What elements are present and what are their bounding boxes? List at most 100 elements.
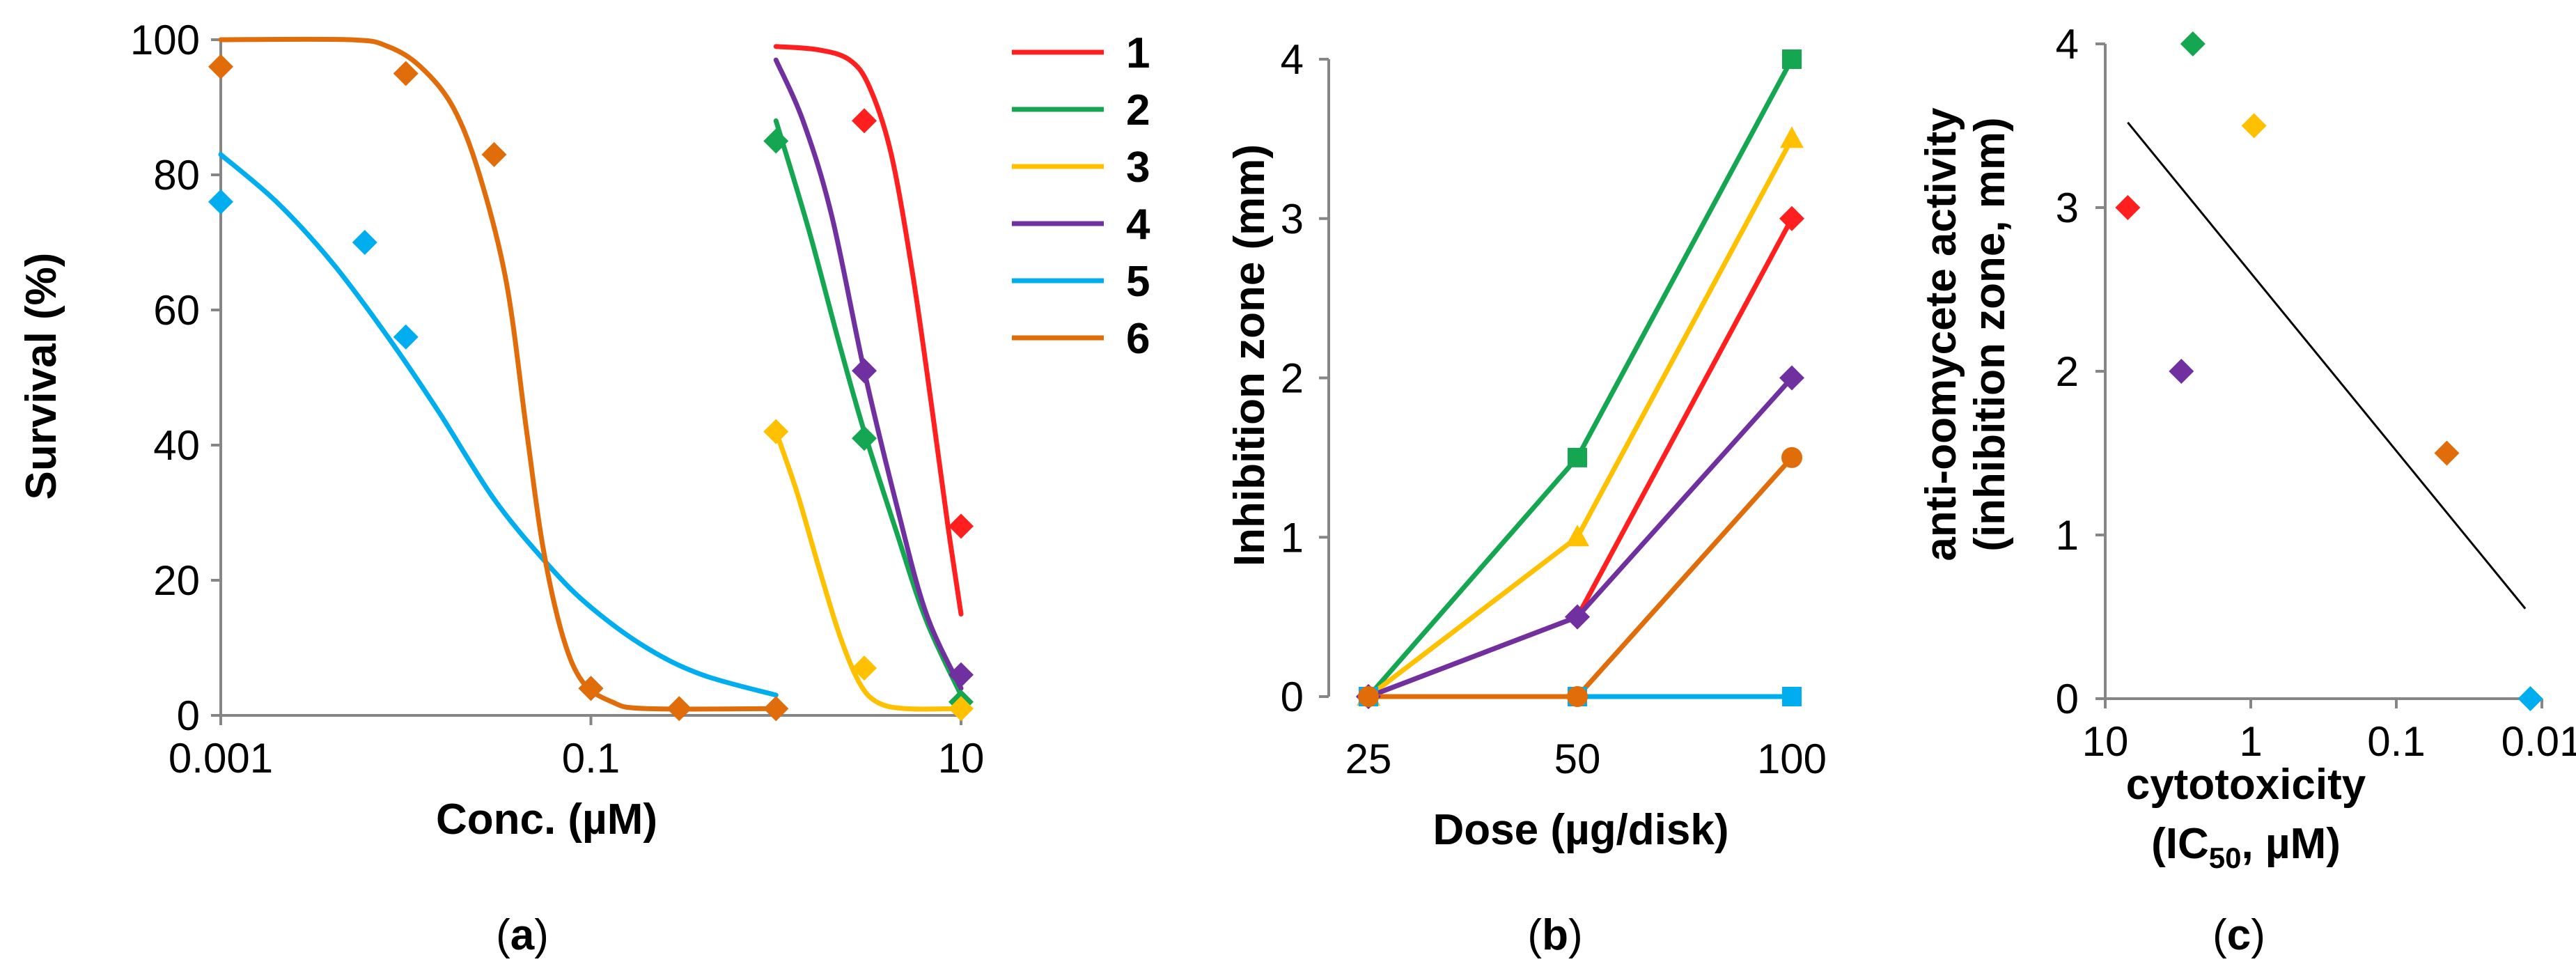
data-point-1 — [2115, 195, 2141, 220]
x-tick-label-c: 1 — [2239, 718, 2262, 765]
y-tick-label-b: 4 — [1281, 36, 1304, 83]
x-tick-label-b: 25 — [1345, 736, 1392, 782]
data-point-5 — [208, 189, 233, 215]
fit-curve-3 — [773, 429, 964, 712]
y-tick-label-a: 20 — [153, 557, 200, 604]
x-tick-label-b: 50 — [1554, 736, 1601, 782]
data-point-2 — [852, 426, 877, 451]
fit-curve-1 — [773, 44, 964, 616]
series-line-6 — [1368, 456, 1794, 699]
x-tick-label-b: 100 — [1757, 736, 1827, 782]
data-point-3 — [763, 419, 789, 444]
data-point-6 — [1781, 447, 1802, 468]
data-point-6 — [666, 696, 692, 722]
axes-b — [1319, 58, 1330, 698]
legend-label-1: 1 — [1126, 29, 1150, 77]
data-point-2 — [763, 128, 789, 154]
panel-b: 0 1 2 3 4 25 50 100 Dose (µg/disk) Inhibition z… — [1226, 36, 1827, 959]
data-points-b — [1356, 49, 1804, 709]
data-point-4 — [1565, 604, 1590, 630]
y-tick-label-c: 0 — [2056, 676, 2079, 722]
x-axis-label-a: Conc. (µM) — [436, 795, 657, 844]
data-point-5 — [1782, 687, 1802, 706]
data-point-6 — [2434, 440, 2460, 466]
x-axis-label-b: Dose (µg/disk) — [1433, 806, 1728, 854]
tick-labels-b: 0 1 2 3 4 25 50 100 — [1281, 36, 1827, 782]
data-point-6 — [1567, 686, 1588, 707]
y-tick-label-a: 100 — [130, 17, 200, 63]
y-tick-label-b: 2 — [1281, 355, 1304, 402]
x-tick-label-a: 0.1 — [562, 735, 620, 782]
data-point-3 — [1566, 525, 1589, 547]
x-tick-label-a: 0.001 — [169, 735, 273, 782]
y-tick-label-c: 3 — [2056, 185, 2079, 231]
caption-c: (c) — [2212, 911, 2265, 959]
data-point-6 — [208, 54, 233, 79]
data-point-2 — [1568, 447, 1587, 467]
data-point-5 — [2518, 686, 2543, 711]
tick-labels-c: 0 1 2 3 4 10 1 0.1 0.01 — [2056, 21, 2576, 765]
x-tick-label-a: 10 — [938, 735, 985, 782]
y-axis-label-c-line2: (inhibition zone, mm) — [1966, 117, 2014, 551]
data-point-1 — [1779, 205, 1804, 231]
data-points-c — [2115, 31, 2543, 711]
y-axis-label-b: Inhibition zone (mm) — [1226, 144, 1274, 566]
trendline-c — [2127, 121, 2527, 610]
y-tick-label-b: 3 — [1281, 196, 1304, 242]
data-point-6 — [763, 696, 789, 722]
fit-curve-5 — [218, 152, 779, 698]
fit-curves-a — [218, 36, 964, 712]
data-point-1 — [852, 108, 877, 134]
data-point-3 — [2241, 113, 2267, 139]
y-tick-label-a: 0 — [177, 692, 200, 739]
y-axis-label-a: Survival (%) — [17, 253, 65, 500]
data-point-3 — [852, 655, 877, 681]
caption-a: (a) — [496, 911, 549, 959]
caption-b: (b) — [1527, 911, 1582, 959]
data-point-4 — [2169, 359, 2194, 384]
x-tick-label-c: 0.01 — [2501, 718, 2576, 765]
legend-label-5: 5 — [1126, 258, 1150, 306]
data-point-2 — [2180, 31, 2206, 56]
panel-a: 0 20 40 60 80 100 0.001 0.1 10 Conc. (µM) Surviv… — [17, 17, 1150, 959]
fit-curve-6 — [218, 36, 779, 712]
y-tick-label-c: 4 — [2056, 21, 2079, 68]
data-point-6 — [578, 676, 604, 701]
axes-c — [2095, 42, 2543, 708]
legend-label-2: 2 — [1126, 86, 1150, 134]
legend-label-4: 4 — [1126, 201, 1150, 249]
data-point-4 — [949, 662, 974, 688]
data-points-a — [208, 54, 974, 722]
data-point-5 — [352, 230, 377, 255]
x-tick-label-c: 10 — [2082, 718, 2129, 765]
data-point-2 — [1782, 49, 1802, 69]
series-lines-b — [1366, 58, 1795, 699]
data-point-4 — [1779, 365, 1804, 391]
y-tick-label-c: 2 — [2056, 348, 2079, 395]
y-tick-label-a: 80 — [153, 152, 200, 199]
y-tick-label-a: 60 — [153, 287, 200, 334]
legend-label-6: 6 — [1126, 315, 1150, 363]
data-point-4 — [852, 358, 877, 384]
trendline — [2127, 121, 2527, 610]
y-tick-label-a: 40 — [153, 422, 200, 469]
legend-label-3: 3 — [1126, 143, 1150, 192]
y-tick-label-c: 1 — [2056, 512, 2079, 559]
x-axis-label-c-line2: (IC50, µM) — [2151, 820, 2341, 874]
data-point-6 — [393, 61, 419, 86]
series-line-2 — [1366, 58, 1795, 699]
y-tick-label-b: 0 — [1281, 674, 1304, 720]
data-point-1 — [949, 513, 974, 539]
x-axis-label-c-line1: cytotoxicity — [2126, 761, 2366, 809]
data-point-5 — [393, 324, 419, 350]
y-axis-label-c-line1: anti-oomycete activity — [1917, 107, 1965, 561]
x-tick-label-c: 0.1 — [2367, 718, 2425, 765]
tick-labels-a: 0 20 40 60 80 100 0.001 0.1 10 — [130, 17, 984, 782]
y-tick-label-b: 1 — [1281, 514, 1304, 561]
data-point-6 — [481, 141, 507, 167]
data-point-3 — [949, 696, 974, 722]
legend: 1 2 3 4 5 6 — [1012, 29, 1150, 363]
data-point-3 — [1780, 126, 1804, 148]
